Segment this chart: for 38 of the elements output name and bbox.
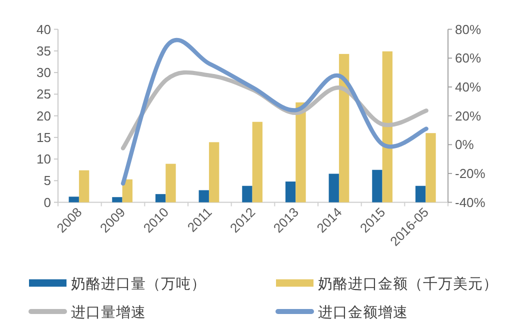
- bar: [252, 122, 262, 202]
- y-tick-label: 40: [36, 22, 51, 37]
- y-tick-label: 25: [36, 86, 51, 102]
- y2-tick-label: 80%: [455, 22, 482, 37]
- y2-tick-label: -20%: [455, 166, 486, 181]
- legend-label: 奶酪进口量（万吨）: [71, 276, 206, 292]
- y-tick-label: 30: [36, 65, 51, 80]
- bar: [198, 190, 209, 202]
- y2-tick-label: -40%: [455, 194, 486, 210]
- y2-tick-label: 0%: [455, 137, 474, 152]
- bar: [155, 194, 166, 202]
- bar: [78, 170, 90, 202]
- bar: [285, 182, 296, 202]
- bar: [112, 197, 122, 202]
- bar: [242, 186, 252, 202]
- bar: [208, 142, 220, 202]
- bar: [372, 170, 382, 202]
- bar: [122, 179, 132, 202]
- bar: [328, 174, 339, 202]
- bar: [338, 54, 350, 202]
- bar: [296, 102, 306, 202]
- bar: [382, 51, 392, 202]
- legend-label: 奶酪进口金额（千万美元）: [318, 276, 498, 292]
- y-tick-label: 20: [36, 108, 51, 124]
- y-tick-label: 35: [36, 43, 51, 58]
- y-tick-label: 15: [36, 130, 51, 145]
- y-tick-label: 0: [44, 194, 51, 210]
- y2-tick-label: 60%: [455, 50, 482, 66]
- bar: [415, 186, 426, 202]
- y-tick-label: 10: [36, 152, 51, 167]
- y2-tick-label: 40%: [455, 79, 482, 94]
- legend-label: 进口金额增速: [318, 304, 408, 321]
- legend-label: 进口量增速: [71, 304, 146, 321]
- bar: [166, 164, 176, 202]
- y2-tick-label: 20%: [455, 108, 482, 124]
- y-tick-label: 5: [44, 173, 51, 188]
- bar: [68, 196, 79, 202]
- bar: [426, 133, 436, 202]
